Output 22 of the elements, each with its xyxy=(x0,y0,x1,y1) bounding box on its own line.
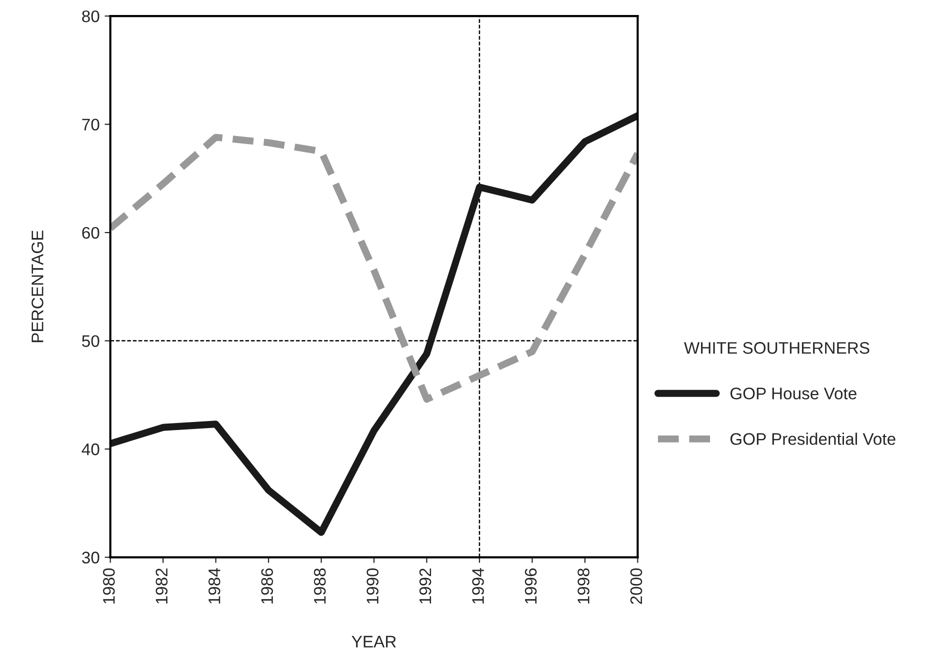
legend-label: GOP Presidential Vote xyxy=(730,432,896,445)
x-tick-label: 1980 xyxy=(103,568,115,604)
x-tick-label: 1998 xyxy=(578,568,590,604)
legend-title: WHITE SOUTHERNERS xyxy=(684,342,870,354)
y-tick-label: 50 xyxy=(82,335,100,347)
x-axis-title: YEAR xyxy=(352,636,396,648)
y-tick-label: 70 xyxy=(82,118,100,131)
y-tick-label: 30 xyxy=(82,552,100,564)
y-axis-title: PERCENTAGE xyxy=(32,230,44,342)
legend-label: GOP House Vote xyxy=(730,388,856,400)
x-tick-label: 1996 xyxy=(524,568,537,604)
x-tick-label: 1988 xyxy=(314,568,326,604)
x-tick-label: 1992 xyxy=(419,568,432,604)
y-tick-label: 60 xyxy=(82,226,100,239)
x-tick-label: 1984 xyxy=(208,568,220,604)
x-tick-label: 2000 xyxy=(630,568,642,604)
y-tick-label: 80 xyxy=(82,10,100,22)
y-tick-label: 40 xyxy=(82,443,100,456)
x-tick-label: 1982 xyxy=(156,568,168,604)
x-tick-label: 1990 xyxy=(366,568,378,604)
x-tick-label: 1994 xyxy=(472,568,484,604)
x-tick-label: 1986 xyxy=(261,568,274,604)
